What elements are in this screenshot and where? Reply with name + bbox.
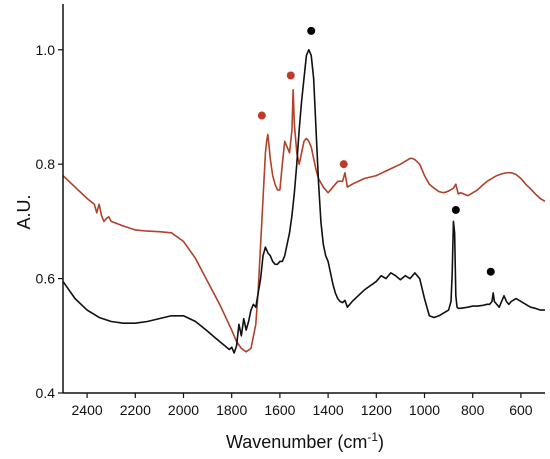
- x-tick-label-5: 1400: [313, 402, 344, 418]
- peak-marker-1: [286, 71, 295, 80]
- axes: 2400 2200 2000 1800 1600 1400 1200 1000 800 600 0.…: [36, 4, 545, 418]
- x-tick-label-4: 1600: [264, 402, 295, 418]
- x-axis-label-superscript: -1: [367, 430, 378, 444]
- peak-marker-4: [451, 205, 460, 214]
- x-axis-label-main: Wavenumber (cm: [226, 432, 367, 452]
- y-tick-label-2: 0.8: [36, 156, 56, 172]
- x-tick-label-6: 1200: [361, 402, 392, 418]
- peak-marker-0: [257, 111, 266, 120]
- x-tick-label-0: 2400: [72, 402, 103, 418]
- x-axis-label-suffix: ): [378, 432, 384, 452]
- x-tick-label-2: 2000: [168, 402, 199, 418]
- x-tick-label-3: 1800: [216, 402, 247, 418]
- peak-marker-2: [339, 160, 348, 169]
- peak-marker-3: [307, 26, 316, 35]
- x-tick-label-9: 600: [509, 402, 533, 418]
- peak-marker-5: [486, 267, 495, 276]
- plot-area: [62, 26, 546, 354]
- x-axis-label: Wavenumber (cm-1): [226, 430, 384, 452]
- series-line-0: [62, 89, 546, 353]
- x-tick-label-8: 800: [461, 402, 485, 418]
- x-tick-label-1: 2200: [120, 402, 151, 418]
- y-tick-label-1: 0.6: [36, 271, 56, 287]
- y-tick-label-0: 0.4: [36, 385, 56, 401]
- y-tick-label-3: 1.0: [36, 42, 56, 58]
- y-axis-label: A.U.: [14, 194, 34, 229]
- x-tick-label-7: 1000: [409, 402, 440, 418]
- series-line-1: [62, 48, 545, 354]
